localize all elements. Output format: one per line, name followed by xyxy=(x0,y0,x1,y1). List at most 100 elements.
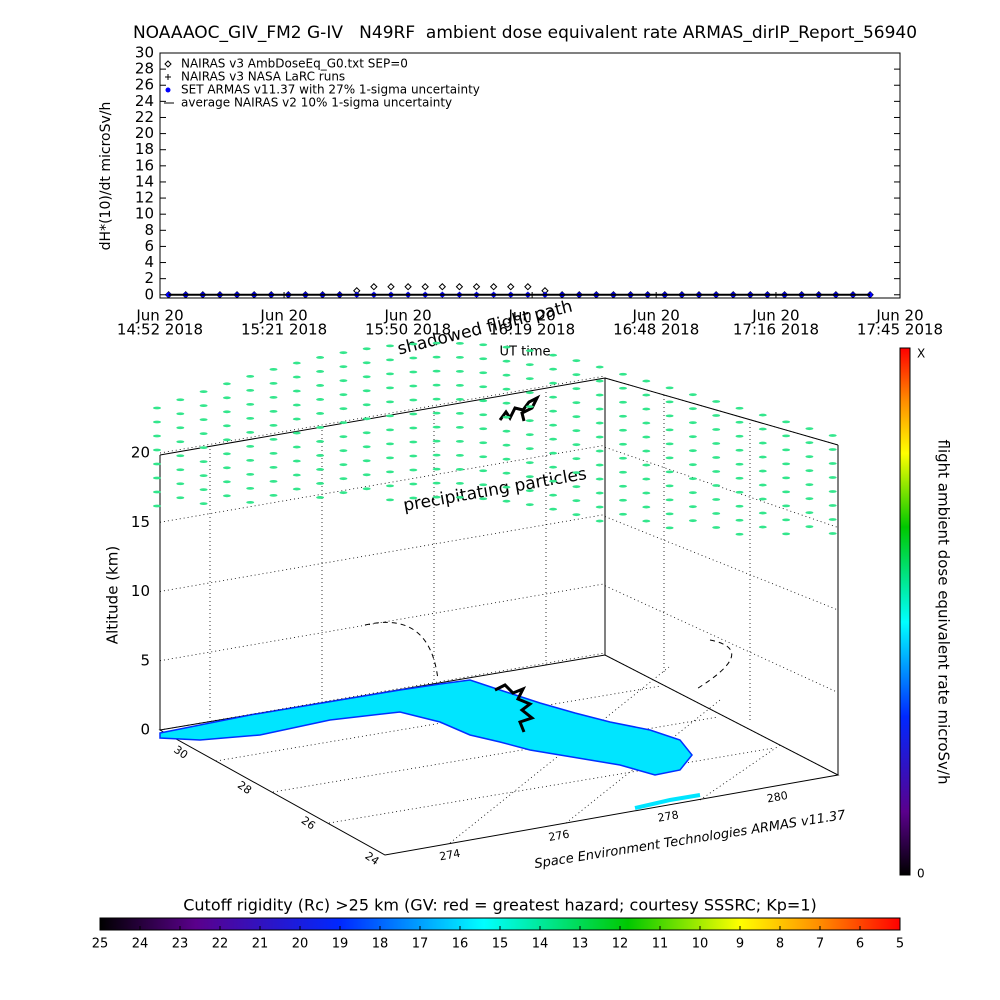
particle xyxy=(642,449,651,453)
particle xyxy=(176,426,185,430)
particle xyxy=(246,402,255,406)
particle xyxy=(642,393,651,397)
particle xyxy=(712,470,721,473)
dose-colorbar xyxy=(899,347,911,876)
particle xyxy=(828,434,837,437)
z-tick-label: 15 xyxy=(131,513,150,531)
lat-tick-label: 30 xyxy=(171,743,190,762)
particle xyxy=(386,358,394,362)
particle xyxy=(339,449,348,453)
rigidity-title: Cutoff rigidity (Rc) >25 km (GV: red = g… xyxy=(183,896,817,915)
particle xyxy=(619,512,627,516)
particle xyxy=(246,430,255,434)
particle xyxy=(712,512,721,515)
particle xyxy=(782,490,791,494)
particle xyxy=(479,371,488,375)
y-tick-label: 22 xyxy=(135,108,154,126)
x-tick-label: 15:50 2018 xyxy=(365,321,451,339)
particle xyxy=(665,484,674,488)
particle xyxy=(735,420,744,424)
particle xyxy=(269,409,278,413)
y-tick-label: 0 xyxy=(144,285,154,303)
particle xyxy=(316,412,325,415)
grid-3d xyxy=(159,514,606,592)
particle xyxy=(339,379,348,383)
particle xyxy=(595,519,604,523)
particle xyxy=(735,532,744,536)
colorbar-tick-label: 25 xyxy=(92,937,109,952)
colorbar-tick-label: 20 xyxy=(292,937,309,952)
particle xyxy=(455,468,464,471)
particle xyxy=(549,451,558,455)
particle xyxy=(269,479,278,483)
particle xyxy=(316,440,325,443)
y-tick-label: 28 xyxy=(135,60,154,78)
particle xyxy=(735,434,744,438)
particle xyxy=(153,406,161,410)
particle xyxy=(525,405,534,409)
colorbar-max: X xyxy=(917,347,925,361)
colorbar-tick-label: 7 xyxy=(816,937,824,952)
grid-3d xyxy=(159,375,606,454)
particle xyxy=(549,437,558,441)
particle xyxy=(432,369,441,373)
particle xyxy=(595,365,604,369)
particle xyxy=(409,370,418,374)
y-tick-label: 14 xyxy=(135,172,154,190)
particle xyxy=(479,357,488,361)
y-tick-label: 6 xyxy=(144,237,154,255)
particle xyxy=(455,454,464,457)
x-tick-label: Jun 20 xyxy=(259,307,307,325)
particle xyxy=(525,391,534,395)
particle xyxy=(176,454,185,458)
particle xyxy=(479,413,488,417)
legend-symbol xyxy=(165,87,171,93)
particle xyxy=(572,359,581,363)
particle xyxy=(409,482,418,486)
colorbar-label: flight ambient dose equivalent rate micr… xyxy=(935,440,953,785)
particle xyxy=(176,496,185,500)
particle xyxy=(735,504,744,508)
particle xyxy=(688,519,697,523)
particle xyxy=(688,491,697,495)
particle xyxy=(292,445,301,449)
particle xyxy=(828,532,837,535)
particle xyxy=(455,426,464,429)
particle xyxy=(246,486,255,490)
particle xyxy=(339,477,348,481)
particle xyxy=(828,476,837,479)
particle xyxy=(292,403,301,407)
lat-tick-label: 28 xyxy=(235,778,254,797)
particle xyxy=(595,407,604,411)
marker-diamond xyxy=(507,283,515,291)
particle xyxy=(572,415,581,419)
particle xyxy=(479,385,488,389)
particle xyxy=(688,449,697,453)
particle xyxy=(362,473,371,477)
particle xyxy=(432,397,441,401)
particle xyxy=(665,414,674,418)
y-tick-label: 4 xyxy=(144,253,154,271)
x-tick-label: 16:48 2018 xyxy=(613,321,699,339)
particle xyxy=(642,435,651,439)
z-tick-label: 20 xyxy=(131,444,150,462)
z-tick-label: 5 xyxy=(140,651,150,669)
particle xyxy=(525,363,534,367)
particle xyxy=(642,477,651,481)
lon-tick-label: 278 xyxy=(657,808,680,824)
particle xyxy=(572,457,581,461)
particle xyxy=(432,355,441,359)
particle xyxy=(828,448,837,451)
marker-diamond xyxy=(370,283,378,291)
particle xyxy=(805,497,814,501)
colorbar-tick-label: 9 xyxy=(736,937,744,952)
particle xyxy=(455,342,464,345)
particle xyxy=(758,455,767,459)
particle xyxy=(572,387,581,391)
particle xyxy=(386,400,394,404)
legend-symbol xyxy=(164,60,172,68)
legend-symbol xyxy=(165,74,171,80)
particle xyxy=(549,493,558,497)
grid-3d xyxy=(159,652,606,731)
particle xyxy=(735,490,744,494)
